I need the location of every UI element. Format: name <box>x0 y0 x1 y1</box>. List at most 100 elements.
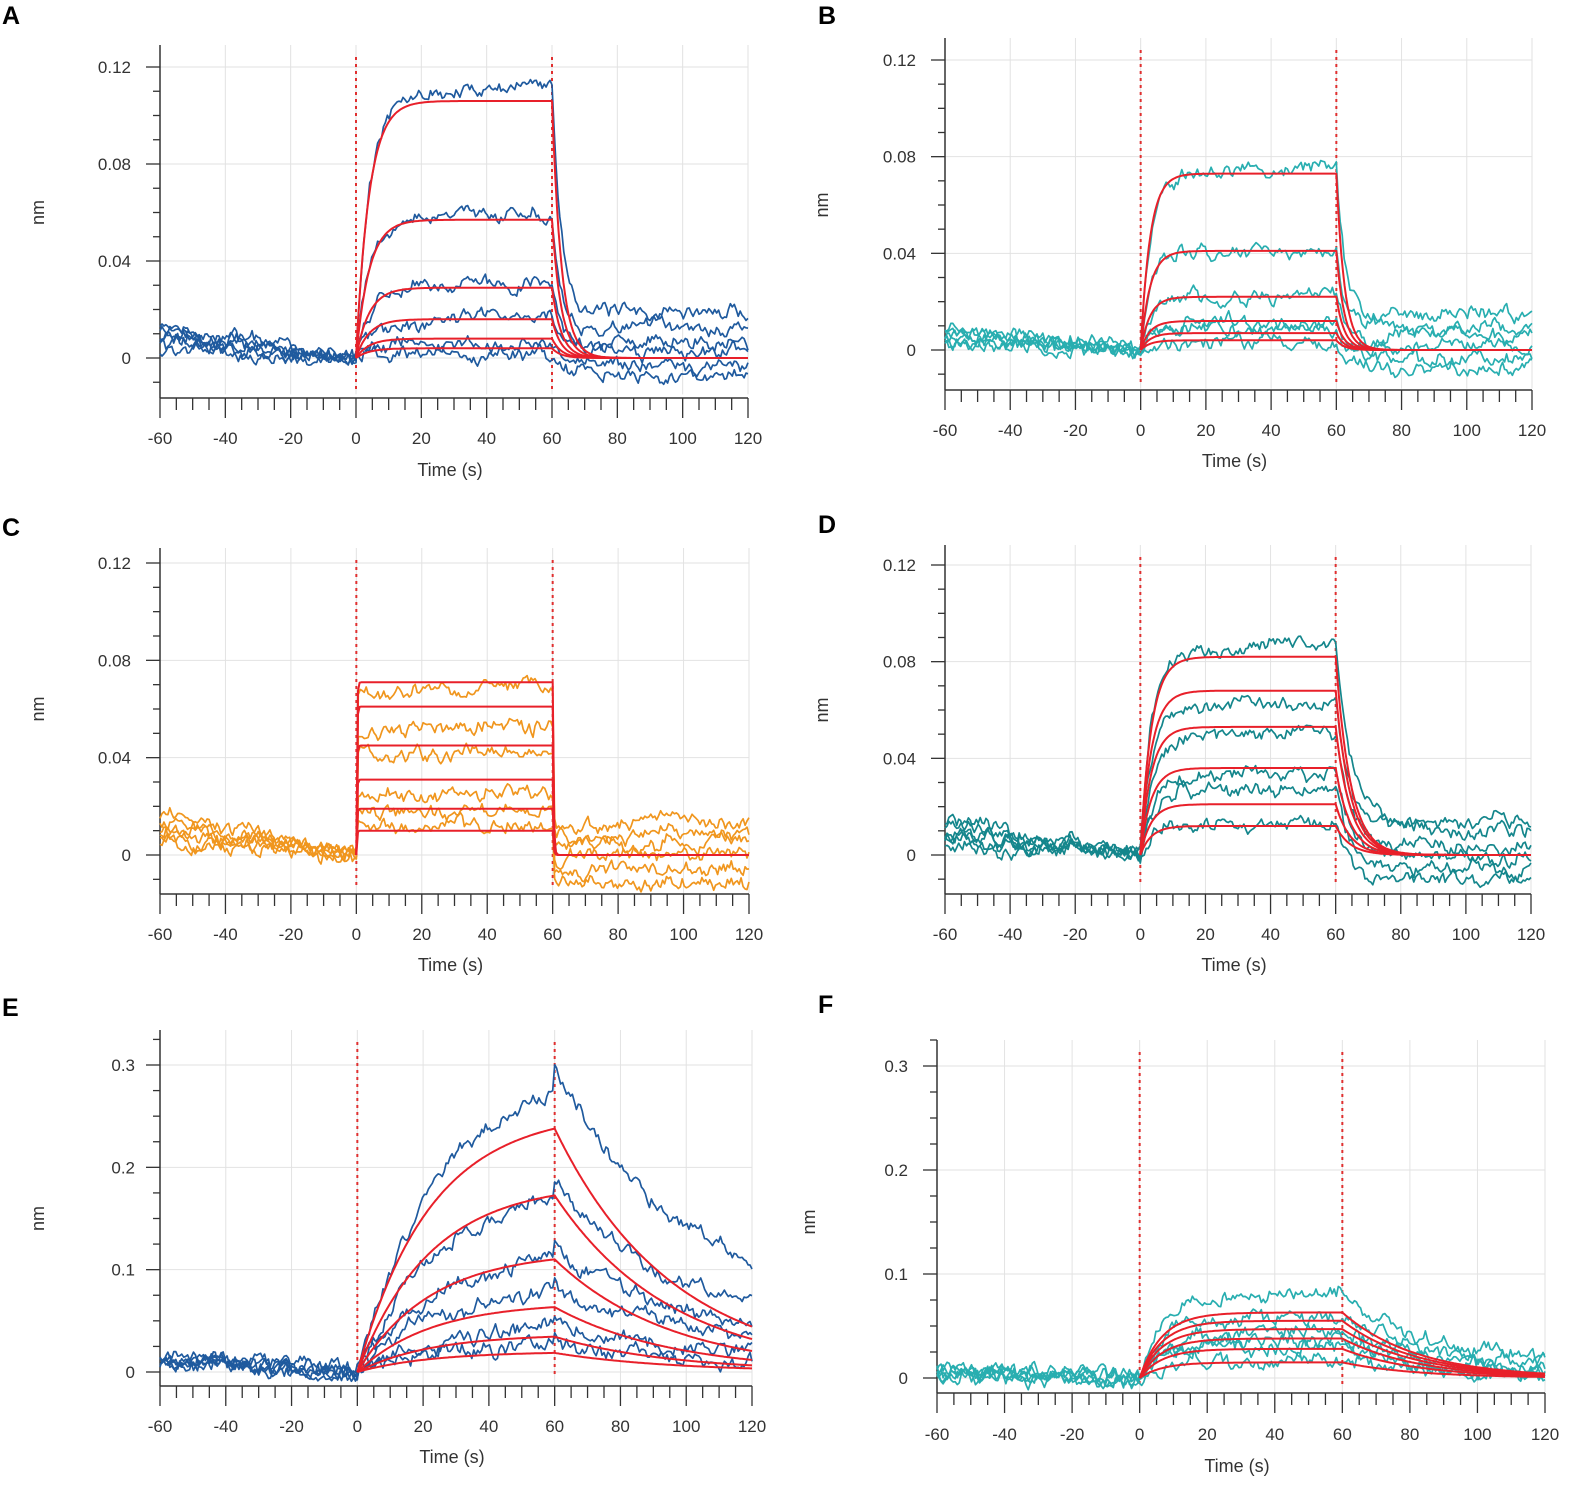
x-tick-label: 0 <box>1136 421 1145 440</box>
panel-letter-f: F <box>818 991 833 1019</box>
x-tick-label: 120 <box>1517 925 1545 944</box>
x-tick-label: 20 <box>412 429 431 448</box>
x-tick-label: 100 <box>1452 925 1480 944</box>
x-tick-label: -20 <box>1063 421 1088 440</box>
fit-curve <box>356 1335 753 1373</box>
measured-trace <box>159 1063 753 1381</box>
x-tick-label: -60 <box>925 1425 950 1444</box>
measured-trace <box>159 273 749 366</box>
measured-trace <box>944 329 1533 379</box>
x-tick-label: 40 <box>479 1417 498 1436</box>
y-tick-label: 0.12 <box>98 58 131 77</box>
x-tick-label: -40 <box>213 429 238 448</box>
chart-panel-c: 0 0.04 0.08 0.12 -60 -40 -20 0 20 40 60 80 100 120 Tim… <box>28 548 763 975</box>
y-tick-label: 0.12 <box>883 556 916 575</box>
x-tick-label: 20 <box>1196 421 1215 440</box>
y-tick-label: 0.08 <box>883 148 916 167</box>
y-tick-label: 0.3 <box>111 1056 135 1075</box>
x-tick-label: 120 <box>734 429 762 448</box>
x-tick-label: -60 <box>933 925 958 944</box>
x-tick-label: 120 <box>735 925 763 944</box>
measured-trace <box>944 635 1532 859</box>
x-tick-label: -20 <box>278 429 303 448</box>
measured-trace <box>944 814 1532 889</box>
chart-panel-b: 0 0.04 0.08 0.12 -60 -40 -20 0 20 40 60 80 100 120 Tim… <box>812 38 1546 471</box>
y-axis-title: nm <box>28 696 48 721</box>
fit-curve <box>355 347 748 359</box>
y-tick-label: 0.12 <box>883 51 916 70</box>
panel-letter-b: B <box>818 2 836 30</box>
y-axis-title: nm <box>28 200 48 225</box>
fit-curve <box>1139 825 1531 856</box>
fit-curve <box>356 1194 753 1373</box>
panel-letter-e: E <box>2 994 19 1022</box>
measured-trace <box>159 802 750 883</box>
panel-letter-c: C <box>2 514 20 542</box>
measured-trace <box>159 1277 753 1383</box>
x-tick-label: 100 <box>668 429 696 448</box>
x-tick-label: -20 <box>1060 1425 1085 1444</box>
fit-curve <box>1138 1319 1546 1379</box>
x-axis-title: Time (s) <box>417 460 482 480</box>
measured-trace <box>159 1331 753 1381</box>
y-axis-title: nm <box>799 1209 819 1234</box>
y-tick-label: 0.04 <box>883 749 916 768</box>
y-tick-label: 0 <box>899 1369 908 1388</box>
x-tick-label: -60 <box>148 429 173 448</box>
measured-trace <box>944 319 1533 371</box>
y-tick-label: 0 <box>122 846 131 865</box>
x-tick-label: 0 <box>1136 925 1145 944</box>
y-tick-label: 0.12 <box>98 554 131 573</box>
x-tick-label: 120 <box>1531 1425 1559 1444</box>
y-tick-label: 0.04 <box>98 749 131 768</box>
x-tick-label: 40 <box>1261 925 1280 944</box>
panel-letter-d: D <box>818 511 836 539</box>
x-tick-label: -40 <box>213 925 238 944</box>
x-tick-label: 80 <box>609 925 628 944</box>
x-tick-label: 80 <box>1392 421 1411 440</box>
x-axis-title: Time (s) <box>1201 955 1266 975</box>
x-axis-title: Time (s) <box>418 955 483 975</box>
y-axis-title: nm <box>28 1206 48 1231</box>
y-tick-label: 0.04 <box>98 252 131 271</box>
x-tick-label: 100 <box>669 925 697 944</box>
y-tick-label: 0.08 <box>98 155 131 174</box>
x-tick-label: 20 <box>412 925 431 944</box>
x-axis-title: Time (s) <box>1202 451 1267 471</box>
measured-trace <box>159 811 750 893</box>
measured-trace <box>944 779 1532 883</box>
x-tick-label: -60 <box>148 1417 173 1436</box>
x-tick-label: 80 <box>608 429 627 448</box>
measured-trace <box>944 694 1532 859</box>
chart-panel-d: 0 0.04 0.08 0.12 -60 -40 -20 0 20 40 60 80 100 120 Tim… <box>812 545 1545 975</box>
y-tick-label: 0.2 <box>884 1161 908 1180</box>
measured-trace <box>159 783 750 871</box>
y-axis-title: nm <box>812 192 832 217</box>
y-tick-label: 0.08 <box>883 653 916 672</box>
y-axis-title: nm <box>812 697 832 722</box>
chart-panel-e: 0 0.1 0.2 0.3 -60 -40 -20 0 20 40 60 80 100 120 Time (… <box>28 1030 766 1467</box>
x-tick-label: 100 <box>672 1417 700 1436</box>
measured-trace <box>944 159 1533 351</box>
fit-curve <box>1138 1328 1546 1379</box>
y-tick-label: 0 <box>907 846 916 865</box>
x-tick-label: 40 <box>1262 421 1281 440</box>
fit-curve <box>356 1127 753 1373</box>
measured-trace <box>159 331 749 386</box>
x-tick-label: -40 <box>998 421 1023 440</box>
x-tick-label: 0 <box>351 429 360 448</box>
x-tick-label: 0 <box>353 1417 362 1436</box>
x-tick-label: -20 <box>1063 925 1088 944</box>
x-tick-label: 20 <box>1198 1425 1217 1444</box>
measured-trace <box>159 306 749 364</box>
y-tick-label: 0.04 <box>883 244 916 263</box>
x-tick-label: -60 <box>933 421 958 440</box>
fit-curve <box>356 1258 753 1373</box>
y-tick-label: 0 <box>907 341 916 360</box>
x-tick-label: 60 <box>543 429 562 448</box>
y-tick-label: 0.1 <box>884 1265 908 1284</box>
measured-trace <box>159 674 750 859</box>
x-tick-label: 120 <box>738 1417 766 1436</box>
y-tick-label: 0.3 <box>884 1057 908 1076</box>
